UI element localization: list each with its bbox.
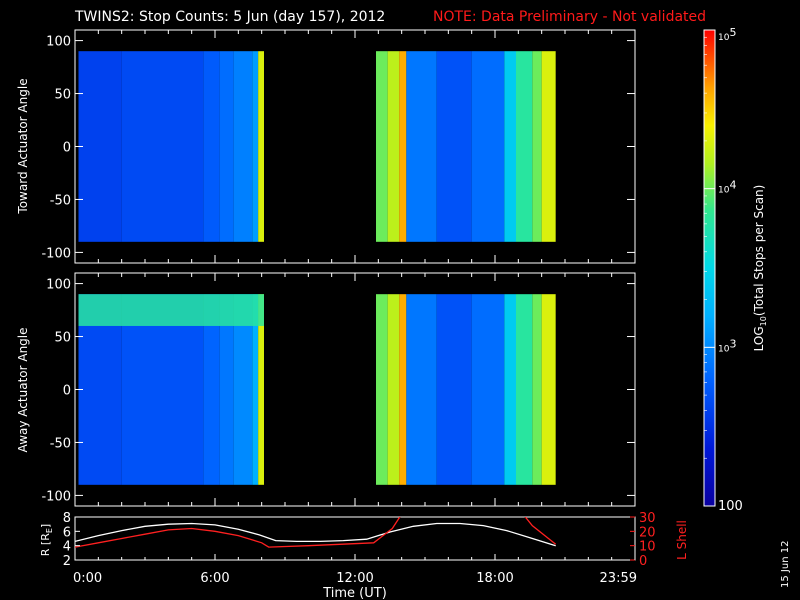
heatmap-cell	[387, 51, 400, 242]
heatmap-cell	[504, 294, 516, 485]
radius-tick-label: 8	[63, 511, 71, 526]
time-tick-label: 23:59	[600, 571, 637, 586]
heatmap-cell	[406, 294, 437, 485]
heatmap-cell	[436, 51, 472, 242]
radius-tick-label: 6	[63, 525, 71, 540]
radius-axis-label: R [RE]	[39, 524, 54, 556]
toward-angle-panel: -100 -50 0 50 100 Toward Actuator Angle	[16, 29, 636, 264]
away-angle-panel: -100 -50 0 50 100 Away Actuator Angle	[16, 272, 636, 507]
ytick-label: 100	[46, 35, 71, 50]
heatmap-cell	[203, 51, 220, 242]
heatmap-cell	[504, 51, 516, 242]
colorbar-tick-label: 105	[718, 26, 736, 43]
heatmap-cell	[219, 294, 234, 485]
colorbar-gradient	[703, 29, 716, 507]
radius-tick-label: 2	[63, 554, 71, 569]
ytick-label: -50	[50, 193, 71, 208]
ytick-label: 50	[54, 331, 71, 346]
away-angle-ylabel: Away Actuator Angle	[16, 327, 30, 452]
time-tick-label: 0:00	[73, 571, 102, 586]
ytick-label: -100	[41, 246, 71, 261]
heatmap-cell	[532, 294, 542, 485]
heatmap-cell	[532, 51, 542, 242]
away-angle-yaxis: -100 -50 0 50 100	[41, 273, 636, 506]
toward-angle-heatmap	[78, 51, 556, 242]
heatmap-cell	[541, 51, 556, 242]
toward-angle-yaxis: -100 -50 0 50 100	[41, 30, 636, 263]
lshell-line	[524, 517, 557, 545]
heatmap-cell	[399, 294, 407, 485]
chart-title: TWINS2: Stop Counts: 5 Jun (day 157), 20…	[74, 9, 385, 25]
heatmap-cell	[406, 51, 437, 242]
ytick-label: 0	[63, 141, 71, 156]
ephemeris-lines	[75, 517, 557, 548]
lshell-tick-label: 0	[639, 554, 647, 569]
lshell-tick-label: 30	[639, 511, 656, 526]
heatmap-cell	[376, 294, 388, 485]
ytick-label: 50	[54, 88, 71, 103]
heatmap-cell	[471, 51, 505, 242]
date-stamp: 15 Jun 12	[780, 541, 791, 588]
colorbar-tick-label: 103	[718, 337, 736, 354]
time-axis: 0:00 6:00 12:00 18:00 23:59	[73, 554, 637, 586]
lshell-axis-label: L Shell	[675, 520, 689, 560]
ytick-label: -50	[50, 436, 71, 451]
ytick-label: 0	[63, 384, 71, 399]
colorbar-min-label: 100	[718, 499, 743, 514]
colorbar-tick-label: 104	[718, 179, 736, 196]
heatmap-cell	[78, 51, 122, 242]
heatmap-cell	[121, 51, 204, 242]
lshell-line	[75, 517, 401, 548]
colorbar-label: LOG10(Total Stops per Scan)	[752, 185, 768, 352]
heatmap-cell	[252, 51, 259, 242]
time-axis-label: Time (UT)	[322, 586, 387, 600]
heatmap-cell	[541, 294, 556, 485]
heatmap-cell	[252, 294, 259, 485]
heatmap-cell	[233, 294, 253, 485]
toward-angle-ylabel: Toward Actuator Angle	[16, 78, 30, 214]
ytick-label: 100	[46, 278, 71, 293]
radius-tick-label: 4	[63, 540, 71, 555]
away-angle-heatmap	[78, 294, 556, 485]
heatmap-cell	[471, 294, 505, 485]
colorbar: 100 103 104 105 LOG10(Total Stops per Scan)	[703, 26, 768, 514]
colorbar-ticks: 100 103 104 105	[704, 26, 743, 514]
heatmap-cell	[516, 51, 533, 242]
heatmap-high-band	[78, 294, 264, 326]
heatmap-cell	[258, 294, 264, 485]
heatmap-cell	[376, 51, 388, 242]
heatmap-cell	[233, 51, 253, 242]
heatmap-cell	[387, 294, 400, 485]
heatmap-cell	[399, 51, 407, 242]
heatmap-cell	[436, 294, 472, 485]
preliminary-note: NOTE: Data Preliminary - Not validated	[433, 9, 706, 25]
time-tick-label: 18:00	[476, 571, 513, 586]
ytick-label: -100	[41, 489, 71, 504]
heatmap-cell	[516, 294, 533, 485]
lshell-tick-label: 20	[639, 525, 656, 540]
heatmap-cell	[219, 51, 234, 242]
time-tick-label: 12:00	[336, 571, 373, 586]
heatmap-cell	[203, 294, 220, 485]
time-tick-label: 6:00	[200, 571, 229, 586]
heatmap-cell	[258, 51, 264, 242]
radius-line	[75, 522, 556, 547]
lshell-tick-label: 10	[639, 540, 656, 555]
